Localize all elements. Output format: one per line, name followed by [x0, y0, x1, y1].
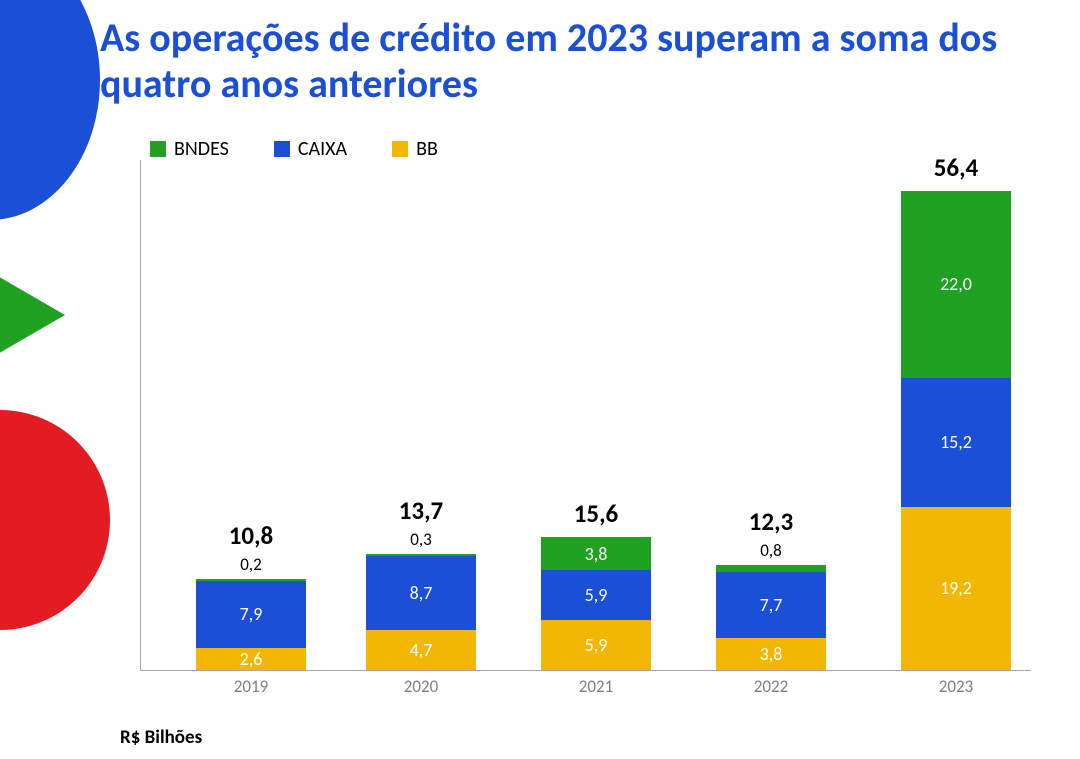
segment-value-label: 19,2: [901, 577, 1011, 599]
segment-value-label: 3,8: [541, 543, 651, 565]
bar-total-label: 15,6: [516, 498, 676, 529]
legend-label-bb: BB: [416, 137, 438, 161]
legend-label-bndes: BNDES: [174, 137, 229, 161]
segment-value-label: 5,9: [541, 634, 651, 656]
legend-swatch-bndes: [150, 141, 166, 157]
x-axis-label: 2020: [366, 676, 476, 697]
bar-segment-bb: 3,8: [716, 638, 826, 670]
plot-area: 7,92,60,210,820198,74,70,313,720203,85,9…: [140, 160, 1031, 671]
segment-value-label-above: 0,8: [716, 540, 826, 561]
segment-value-label: 7,9: [196, 603, 306, 625]
legend-item-bb: BB: [392, 137, 438, 161]
legend-swatch-caixa: [274, 141, 290, 157]
bar-segment-caixa: 7,9: [196, 581, 306, 648]
segment-value-label: 7,7: [716, 594, 826, 616]
segment-value-label-above: 0,2: [196, 554, 306, 575]
bar-segment-bndes: [716, 565, 826, 572]
x-axis-label: 2021: [541, 676, 651, 697]
legend-label-caixa: CAIXA: [298, 137, 347, 161]
bar-group-2023: 22,0 15,2 19,2: [901, 191, 1011, 670]
bar-segment-bb: 2,6: [196, 648, 306, 670]
bar-group-2020: 8,7 4,7: [366, 554, 476, 670]
bar-segment-bb: 5,9: [541, 620, 651, 670]
decoration-green-triangle: [0, 260, 65, 370]
stacked-bar-chart: 7,9 2,6 0,2 10,8 2019 8,7 4,7 0,3 13,7 2020 3,8 5,9…: [120, 160, 1050, 700]
segment-value-label: 22,0: [901, 273, 1011, 295]
unit-label: R$ Bilhões: [120, 726, 202, 749]
x-axis-label: 2019: [196, 676, 306, 697]
decoration-blue-circle: [0, 0, 100, 220]
decoration-red-circle: [0, 410, 110, 630]
bar-group-2021: 3,8 5,9 5,9: [541, 537, 651, 670]
bar-segment-caixa: 5,9: [541, 570, 651, 620]
segment-value-label: 4,7: [366, 639, 476, 661]
legend-item-bndes: BNDES: [150, 137, 229, 161]
x-axis-label: 2023: [901, 676, 1011, 697]
bar-segment-caixa: 7,7: [716, 572, 826, 637]
segment-value-label: 8,7: [366, 582, 476, 604]
bar-group-2022: 7,7 3,8: [716, 565, 826, 670]
legend: BNDES CAIXA BB: [150, 137, 438, 161]
x-axis-label: 2022: [716, 676, 826, 697]
bar-total-label: 13,7: [341, 495, 501, 526]
segment-value-label: 2,6: [196, 648, 306, 670]
bar-segment-bndes: 3,8: [541, 537, 651, 569]
bar-segment-caixa: 15,2: [901, 378, 1011, 507]
chart-title: As operações de crédito em 2023 superam …: [100, 15, 1030, 107]
legend-swatch-bb: [392, 141, 408, 157]
bar-total-label: 12,3: [691, 506, 851, 537]
bar-group-2019: 7,9 2,6: [196, 579, 306, 670]
bar-total-label: 56,4: [876, 152, 1036, 183]
segment-value-label: 3,8: [716, 643, 826, 665]
bar-segment-caixa: 8,7: [366, 556, 476, 630]
segment-value-label: 15,2: [901, 431, 1011, 453]
bar-segment-bb: 4,7: [366, 630, 476, 670]
bar-segment-bndes: 22,0: [901, 191, 1011, 378]
legend-item-caixa: CAIXA: [274, 137, 347, 161]
segment-value-label: 5,9: [541, 584, 651, 606]
segment-value-label-above: 0,3: [366, 529, 476, 550]
bar-total-label: 10,8: [171, 520, 331, 551]
bar-segment-bb: 19,2: [901, 507, 1011, 670]
